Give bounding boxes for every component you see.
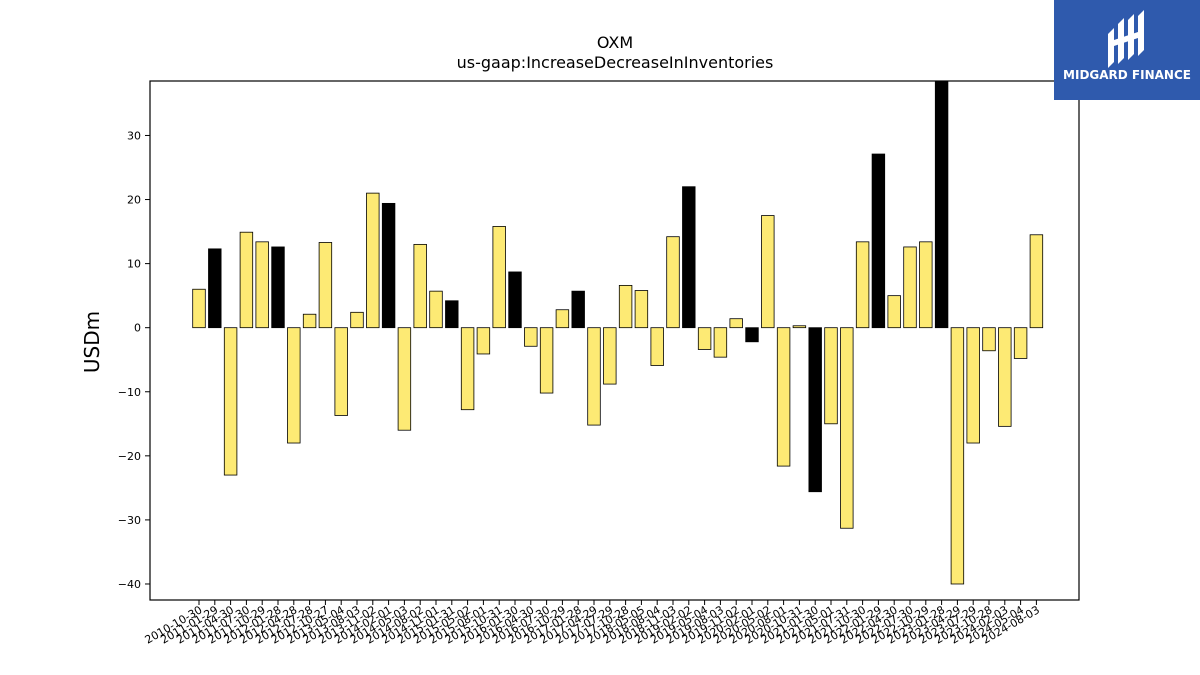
bar-2011-07-30 xyxy=(239,231,254,329)
bar-2021-10-30 xyxy=(855,241,870,329)
bar-2016-07-30 xyxy=(539,327,554,394)
bar-2013-08-03 xyxy=(350,311,364,329)
bar-2014-11-01 xyxy=(429,290,443,329)
bar-2015-08-01 xyxy=(476,327,491,355)
midgard-logo-icon xyxy=(1108,10,1144,68)
y-axis: −40 −30 −20 −10 0 10 20 30 xyxy=(118,129,150,591)
bar-2016-10-29 xyxy=(555,309,570,329)
bar-2022-01-29 xyxy=(871,153,886,329)
bar-2021-07-31 xyxy=(840,327,854,529)
bar-2019-02-02 xyxy=(682,186,696,329)
logo-text: MIDGARD FINANCE xyxy=(1063,68,1191,82)
bar-2012-01-28 xyxy=(271,246,285,329)
bar-2019-08-03 xyxy=(713,327,728,358)
bar-2022-10-29 xyxy=(919,241,933,329)
bar-2022-07-30 xyxy=(903,246,917,329)
bar-2020-02-01 xyxy=(745,327,759,343)
y-tick-label: −40 xyxy=(118,578,141,591)
bar-2024-05-04 xyxy=(1013,327,1028,359)
bar-2014-02-01 xyxy=(381,202,396,329)
y-tick-label: 30 xyxy=(127,129,141,142)
midgard-finance-logo: MIDGARD FINANCE xyxy=(1054,0,1200,100)
bar-2017-10-28 xyxy=(618,284,633,329)
bar-2014-05-03 xyxy=(397,327,412,431)
bar-2024-02-03 xyxy=(998,327,1012,427)
bar-2023-10-28 xyxy=(982,327,996,352)
bar-2015-01-31 xyxy=(445,300,459,329)
bar-2013-05-04 xyxy=(334,327,348,416)
bar-2021-01-30 xyxy=(808,327,822,493)
bar-2011-01-29 xyxy=(208,248,222,329)
chart-title: OXM xyxy=(597,33,633,52)
x-axis: 2010-10-302011-01-292011-04-302011-07-30… xyxy=(143,600,1042,647)
y-axis-label: USDm xyxy=(80,311,104,373)
bar-2015-10-31 xyxy=(492,226,506,329)
bar-2017-01-28 xyxy=(571,290,585,329)
y-tick-label: −10 xyxy=(118,386,141,399)
bar-2020-05-02 xyxy=(761,215,775,329)
bar-2012-04-28 xyxy=(287,327,301,444)
plot-frame xyxy=(149,80,1080,601)
bar-2023-04-29 xyxy=(950,327,965,585)
bar-2011-10-29 xyxy=(255,241,269,329)
bar-2019-05-04 xyxy=(697,327,712,350)
bar-2020-10-31 xyxy=(792,325,807,329)
y-tick-label: 0 xyxy=(134,322,141,335)
bar-2016-01-30 xyxy=(508,271,522,329)
y-tick-label: −20 xyxy=(118,450,141,463)
y-tick-label: 20 xyxy=(127,194,141,207)
bar-2024-08-03 xyxy=(1029,234,1044,329)
chart-subtitle: us-gaap:IncreaseDecreaseInInventories xyxy=(457,53,774,72)
bar-2022-04-30 xyxy=(887,295,901,329)
bar-2016-04-30 xyxy=(524,327,538,347)
bars-layer xyxy=(192,80,1044,585)
y-tick-label: −30 xyxy=(118,514,141,527)
bar-2014-08-02 xyxy=(413,243,427,329)
bar-2020-08-01 xyxy=(776,327,791,467)
bar-2018-05-05 xyxy=(634,290,649,329)
bar-2013-11-02 xyxy=(366,192,380,329)
bar-2023-01-28 xyxy=(934,80,949,329)
bar-2017-07-29 xyxy=(603,327,617,385)
bar-2019-11-02 xyxy=(729,318,743,329)
bar-2012-10-27 xyxy=(318,242,333,329)
bar-2012-07-28 xyxy=(302,313,317,329)
bar-2018-11-03 xyxy=(666,236,680,329)
bar-2015-05-02 xyxy=(460,327,475,411)
y-tick-label: 10 xyxy=(127,258,141,271)
bar-2023-07-29 xyxy=(966,327,980,444)
bar-2021-05-01 xyxy=(824,327,838,425)
bar-2017-04-29 xyxy=(587,327,601,426)
bar-2011-04-30 xyxy=(223,327,238,476)
bar-2010-10-30 xyxy=(192,288,206,329)
bar-2018-08-04 xyxy=(650,327,664,366)
